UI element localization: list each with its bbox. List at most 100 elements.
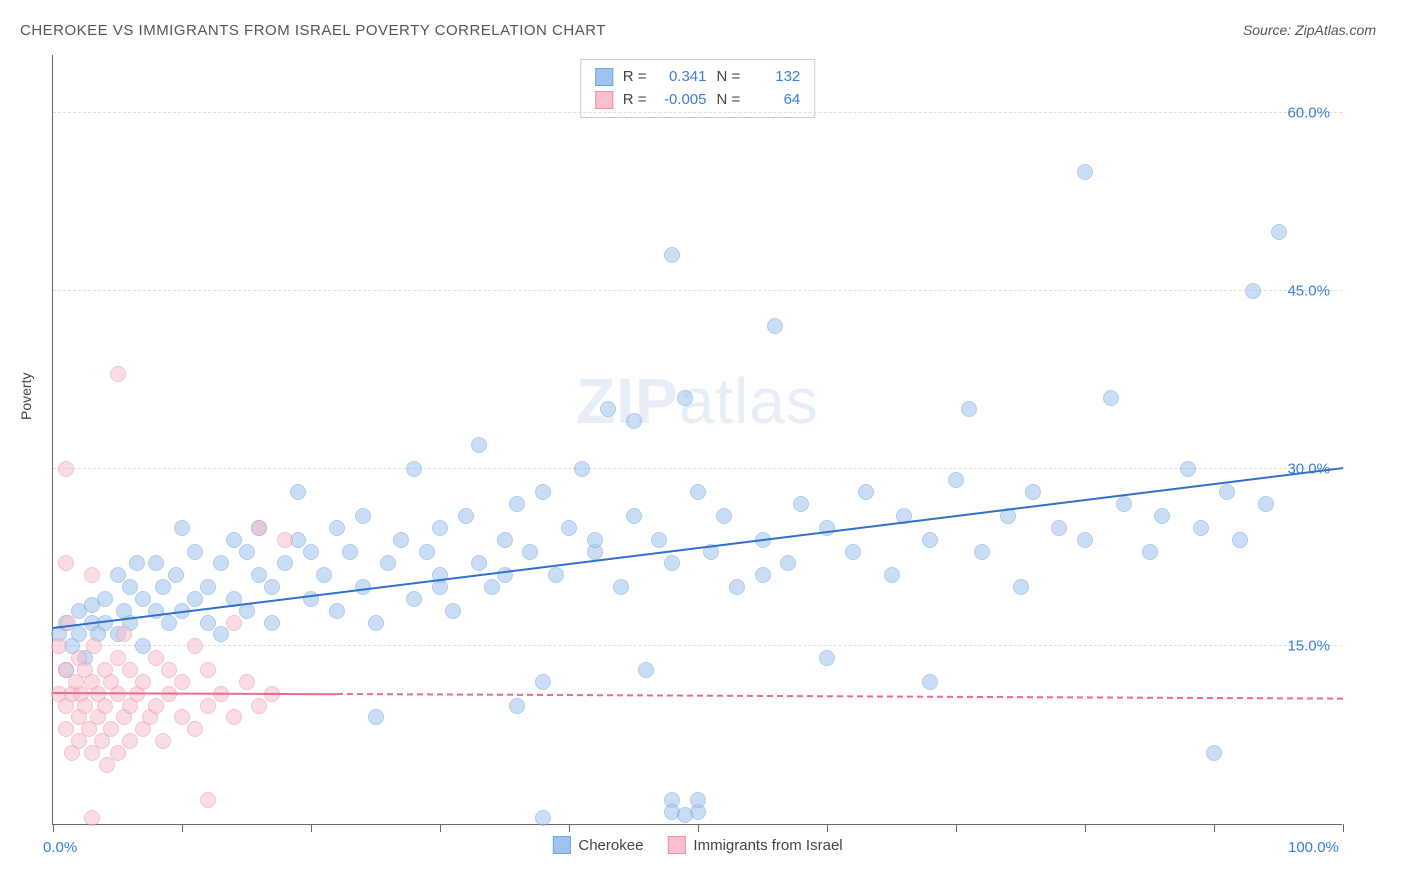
data-point bbox=[535, 674, 551, 690]
legend-swatch bbox=[595, 91, 613, 109]
data-point bbox=[1245, 283, 1261, 299]
data-point bbox=[419, 544, 435, 560]
legend-swatch bbox=[667, 836, 685, 854]
data-point bbox=[819, 650, 835, 666]
data-point bbox=[226, 709, 242, 725]
data-point bbox=[716, 508, 732, 524]
data-point bbox=[587, 532, 603, 548]
data-point bbox=[548, 567, 564, 583]
legend-label: Immigrants from Israel bbox=[693, 837, 842, 854]
data-point bbox=[251, 567, 267, 583]
r-value: 0.341 bbox=[657, 66, 707, 89]
x-tick bbox=[53, 824, 54, 832]
x-tick bbox=[569, 824, 570, 832]
data-point bbox=[200, 662, 216, 678]
data-point bbox=[471, 437, 487, 453]
r-label: R = bbox=[623, 66, 647, 89]
data-point bbox=[755, 567, 771, 583]
data-point bbox=[1116, 496, 1132, 512]
data-point bbox=[129, 555, 145, 571]
data-point bbox=[226, 532, 242, 548]
data-point bbox=[148, 555, 164, 571]
n-value: 64 bbox=[750, 89, 800, 112]
stats-row: R =0.341N =132 bbox=[595, 66, 801, 89]
data-point bbox=[110, 567, 126, 583]
r-value: -0.005 bbox=[657, 89, 707, 112]
data-point bbox=[406, 591, 422, 607]
x-tick bbox=[956, 824, 957, 832]
data-point bbox=[316, 567, 332, 583]
data-point bbox=[1013, 579, 1029, 595]
data-point bbox=[664, 247, 680, 263]
x-tick bbox=[827, 824, 828, 832]
data-point bbox=[522, 544, 538, 560]
data-point bbox=[613, 579, 629, 595]
data-point bbox=[290, 484, 306, 500]
data-point bbox=[1077, 532, 1093, 548]
data-point bbox=[51, 638, 67, 654]
data-point bbox=[626, 508, 642, 524]
data-point bbox=[58, 555, 74, 571]
data-point bbox=[432, 520, 448, 536]
legend-item: Cherokee bbox=[552, 836, 643, 854]
data-point bbox=[961, 401, 977, 417]
data-point bbox=[1193, 520, 1209, 536]
data-point bbox=[767, 318, 783, 334]
data-point bbox=[213, 626, 229, 642]
y-tick-label: 60.0% bbox=[1287, 105, 1330, 122]
data-point bbox=[497, 532, 513, 548]
data-point bbox=[638, 662, 654, 678]
data-point bbox=[355, 508, 371, 524]
data-point bbox=[1271, 224, 1287, 240]
data-point bbox=[110, 650, 126, 666]
data-point bbox=[342, 544, 358, 560]
data-point bbox=[329, 520, 345, 536]
data-point bbox=[122, 662, 138, 678]
x-tick bbox=[182, 824, 183, 832]
data-point bbox=[187, 721, 203, 737]
data-point bbox=[148, 650, 164, 666]
gridline bbox=[53, 645, 1342, 646]
data-point bbox=[884, 567, 900, 583]
data-point bbox=[1051, 520, 1067, 536]
gridline bbox=[53, 290, 1342, 291]
data-point bbox=[187, 544, 203, 560]
data-point bbox=[677, 390, 693, 406]
data-point bbox=[922, 674, 938, 690]
data-point bbox=[187, 638, 203, 654]
data-point bbox=[303, 544, 319, 560]
n-label: N = bbox=[717, 89, 741, 112]
data-point bbox=[122, 733, 138, 749]
data-point bbox=[458, 508, 474, 524]
data-point bbox=[1142, 544, 1158, 560]
data-point bbox=[780, 555, 796, 571]
data-point bbox=[174, 520, 190, 536]
n-label: N = bbox=[717, 66, 741, 89]
source-label: Source: bbox=[1243, 22, 1295, 38]
data-point bbox=[664, 555, 680, 571]
data-point bbox=[561, 520, 577, 536]
data-point bbox=[213, 555, 229, 571]
data-point bbox=[200, 792, 216, 808]
data-point bbox=[239, 674, 255, 690]
data-point bbox=[1219, 484, 1235, 500]
data-point bbox=[1154, 508, 1170, 524]
data-point bbox=[161, 662, 177, 678]
data-point bbox=[858, 484, 874, 500]
data-point bbox=[651, 532, 667, 548]
y-tick-label: 15.0% bbox=[1287, 638, 1330, 655]
data-point bbox=[86, 638, 102, 654]
watermark-atlas: atlas bbox=[679, 365, 819, 437]
data-point bbox=[148, 698, 164, 714]
y-tick-label: 45.0% bbox=[1287, 282, 1330, 299]
data-point bbox=[97, 591, 113, 607]
data-point bbox=[58, 721, 74, 737]
data-point bbox=[845, 544, 861, 560]
data-point bbox=[368, 615, 384, 631]
data-point bbox=[155, 733, 171, 749]
r-label: R = bbox=[623, 89, 647, 112]
gridline bbox=[53, 468, 1342, 469]
plot-area: ZIPatlas R =0.341N =132R =-0.005N =64 Ch… bbox=[52, 55, 1342, 825]
x-tick bbox=[1214, 824, 1215, 832]
data-point bbox=[535, 484, 551, 500]
